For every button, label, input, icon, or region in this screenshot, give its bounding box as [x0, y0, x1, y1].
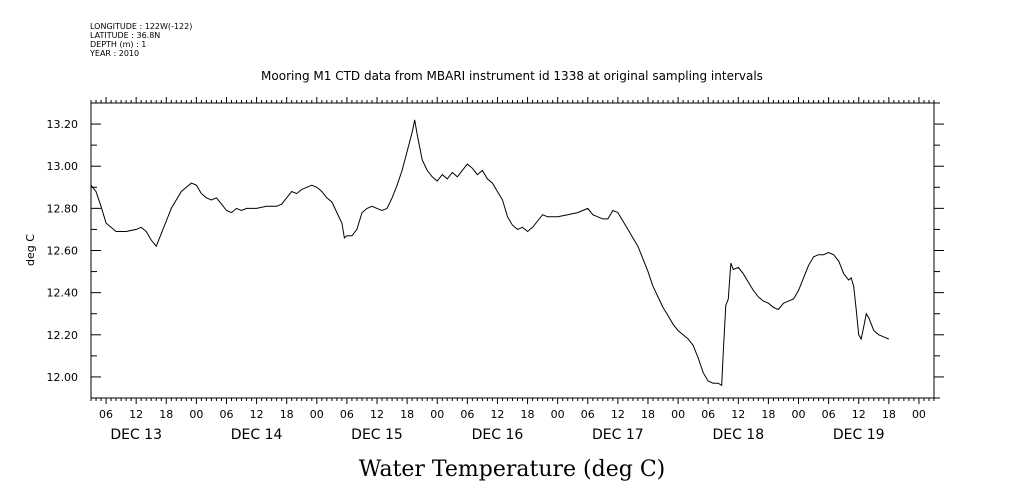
x-tick-label: 06 — [701, 408, 715, 421]
x-tick-label: 06 — [219, 408, 233, 421]
y-tick-label: 12.80 — [47, 202, 79, 215]
x-tick-label: 12 — [250, 408, 264, 421]
x-day-label: DEC 17 — [592, 427, 644, 443]
x-tick-label: 12 — [852, 408, 866, 421]
x-day-label: DEC 16 — [472, 427, 524, 443]
x-day-label: DEC 14 — [231, 427, 283, 443]
x-tick-label: 06 — [822, 408, 836, 421]
y-axis-label: deg C — [24, 234, 37, 266]
x-tick-label: 06 — [460, 408, 474, 421]
x-tick-label: 06 — [340, 408, 354, 421]
x-tick-label: 06 — [99, 408, 113, 421]
latitude-label: LATITUDE : 36.8N — [90, 31, 161, 40]
x-tick-label: 00 — [551, 408, 565, 421]
x-tick-label: 12 — [370, 408, 384, 421]
x-day-label: DEC 13 — [110, 427, 162, 443]
x-tick-label: 12 — [611, 408, 625, 421]
y-tick-label: 13.00 — [47, 160, 79, 173]
x-tick-label: 12 — [490, 408, 504, 421]
longitude-label: LONGITUDE : 122W(-122) — [90, 22, 193, 31]
x-tick-label: 00 — [671, 408, 685, 421]
bottom-axis-ticks — [90, 398, 935, 404]
x-tick-label: 18 — [761, 408, 775, 421]
x-tick-label: 00 — [189, 408, 203, 421]
x-tick-label: 12 — [731, 408, 745, 421]
x-tick-label: 12 — [129, 408, 143, 421]
x-axis: 06 12 18 00 06 12 18 00 06 12 18 00 06 12 18 00 06 12 18 00… — [99, 408, 926, 443]
x-tick-label: 18 — [400, 408, 414, 421]
x-axis-label: Water Temperature (deg C) — [359, 457, 666, 482]
y-tick-label: 12.40 — [47, 287, 79, 300]
x-tick-label: 18 — [159, 408, 173, 421]
y-tick-label: 12.00 — [47, 371, 79, 384]
x-tick-label: 18 — [882, 408, 896, 421]
x-tick-label: 00 — [792, 408, 806, 421]
x-day-label: DEC 18 — [712, 427, 764, 443]
x-tick-label: 18 — [641, 408, 655, 421]
y-tick-label: 13.20 — [47, 118, 79, 131]
x-tick-label: 18 — [521, 408, 535, 421]
year-label: YEAR : 2010 — [90, 49, 140, 58]
x-tick-label: 06 — [581, 408, 595, 421]
depth-label: DEPTH (m) : 1 — [90, 40, 147, 49]
x-day-label: DEC 15 — [351, 427, 403, 443]
x-tick-label: 00 — [310, 408, 324, 421]
chart-title: Mooring M1 CTD data from MBARI instrumen… — [261, 69, 763, 83]
y-tick-label: 12.60 — [47, 245, 79, 258]
y-tick-label: 12.20 — [47, 329, 79, 342]
top-axis-ticks — [90, 97, 935, 103]
plot-frame — [90, 102, 935, 399]
x-tick-label: 00 — [430, 408, 444, 421]
x-day-label: DEC 19 — [833, 427, 885, 443]
x-tick-label: 00 — [912, 408, 926, 421]
x-tick-label: 18 — [280, 408, 294, 421]
series-line-water-temperature — [90, 119, 889, 387]
metadata-block: LONGITUDE : 122W(-122) LATITUDE : 36.8N … — [90, 22, 192, 58]
y-axis: 12.00 12.20 12.40 12.60 12.80 13.00 13.20 — [47, 102, 944, 399]
